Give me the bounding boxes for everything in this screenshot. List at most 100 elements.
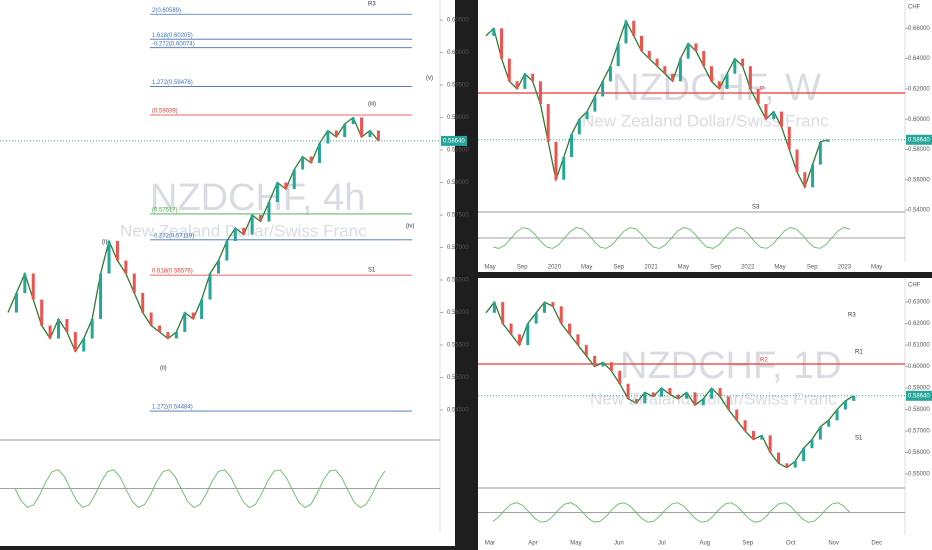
candle (149, 312, 153, 326)
candle (577, 119, 581, 135)
watermark-title: NZDCHF, 1D (620, 345, 842, 387)
y-tick-label: 0.63000 (908, 300, 930, 306)
candle (593, 96, 597, 112)
candle (802, 448, 806, 462)
marker-label: S1 (368, 268, 376, 274)
y-tick-label: 0.58000 (908, 407, 930, 413)
y-tick-label: 0.56000 (447, 310, 469, 316)
candle (517, 334, 521, 346)
x-tick-label: Aug (699, 541, 710, 547)
marker-label: R1 (855, 350, 863, 356)
y-tick-label: 0.56000 (908, 177, 930, 183)
last-price-badge (906, 390, 932, 401)
candle (40, 299, 44, 326)
level-label: (0.59039) (152, 109, 178, 115)
candle (655, 58, 659, 67)
candle (741, 58, 745, 67)
marker-label: (i) (102, 240, 107, 246)
candle (576, 334, 580, 346)
y-tick-label: 0.56000 (908, 450, 930, 456)
candle (835, 409, 839, 421)
candle (772, 111, 776, 120)
candle (852, 395, 856, 401)
candle (787, 126, 791, 150)
candle (326, 130, 330, 144)
x-tick-label: Apr (528, 541, 537, 547)
candle (233, 228, 237, 242)
candle (284, 182, 288, 190)
candle (668, 388, 672, 395)
candle (618, 370, 622, 384)
candle (515, 81, 519, 89)
x-tick-label: Mar (485, 541, 495, 547)
x-tick-label: 2022 (741, 265, 755, 271)
last-price-badge (441, 135, 467, 146)
candle (174, 332, 178, 339)
y-tick-label: 0.56500 (447, 278, 469, 284)
candle (259, 215, 263, 222)
candle (360, 117, 364, 138)
candle (216, 260, 220, 274)
x-tick-label: Sep (710, 265, 721, 271)
candle (551, 302, 555, 307)
candle (725, 73, 729, 89)
candle (124, 260, 128, 274)
candle (651, 392, 655, 397)
candle (267, 202, 271, 222)
candle (376, 130, 380, 141)
candle (751, 431, 755, 440)
candle (570, 134, 574, 158)
candle (624, 20, 628, 44)
candle (309, 156, 313, 164)
x-tick-label: May (678, 265, 689, 271)
candle (626, 383, 630, 399)
candle (65, 319, 69, 333)
candle (717, 81, 721, 89)
y-tick-label: 0.58000 (908, 147, 930, 153)
candle (507, 58, 511, 82)
candle (585, 111, 589, 120)
candle (183, 312, 187, 333)
x-tick-label: Sep (614, 265, 625, 271)
candle (616, 43, 620, 67)
level-label: -0.272(0.57119) (152, 233, 194, 239)
candle (743, 420, 747, 432)
candle (351, 117, 355, 125)
level-label: 0.618(0.56576) (152, 269, 193, 275)
candle (640, 35, 644, 52)
candle (368, 130, 372, 138)
candle (768, 435, 772, 453)
candle (826, 139, 830, 142)
candle (99, 273, 103, 320)
divider (478, 272, 932, 278)
candle (710, 66, 714, 82)
candle (793, 461, 797, 468)
marker-label: (v) (426, 76, 433, 82)
candle (492, 302, 496, 313)
level-label: R2 (760, 358, 768, 364)
candle (90, 319, 94, 339)
y-tick-label: 0.58000 (447, 180, 469, 186)
last-price-label: 0.58640 (908, 137, 930, 143)
watermark-subtitle: New Zealand Dollar/Swiss Franc (582, 111, 829, 130)
candle (685, 392, 689, 399)
candle (609, 362, 613, 371)
candle (785, 463, 789, 468)
level-label: 1.618(0.60205) (152, 33, 193, 39)
candle (334, 130, 338, 138)
y-tick-label: 0.54000 (908, 208, 930, 214)
y-tick-label: 0.60000 (447, 50, 469, 56)
candle (568, 323, 572, 335)
x-tick-label: 2021 (644, 265, 658, 271)
watermark-title: NZDCHF, 4h (150, 177, 365, 219)
x-tick-label: Sep (807, 265, 818, 271)
candle (275, 182, 279, 203)
candle (166, 332, 170, 339)
candle (777, 452, 781, 464)
candle (526, 323, 530, 346)
candle (827, 420, 831, 427)
axis-unit: CHF (908, 5, 921, 11)
candle (501, 302, 505, 324)
x-tick-label: May (581, 265, 592, 271)
